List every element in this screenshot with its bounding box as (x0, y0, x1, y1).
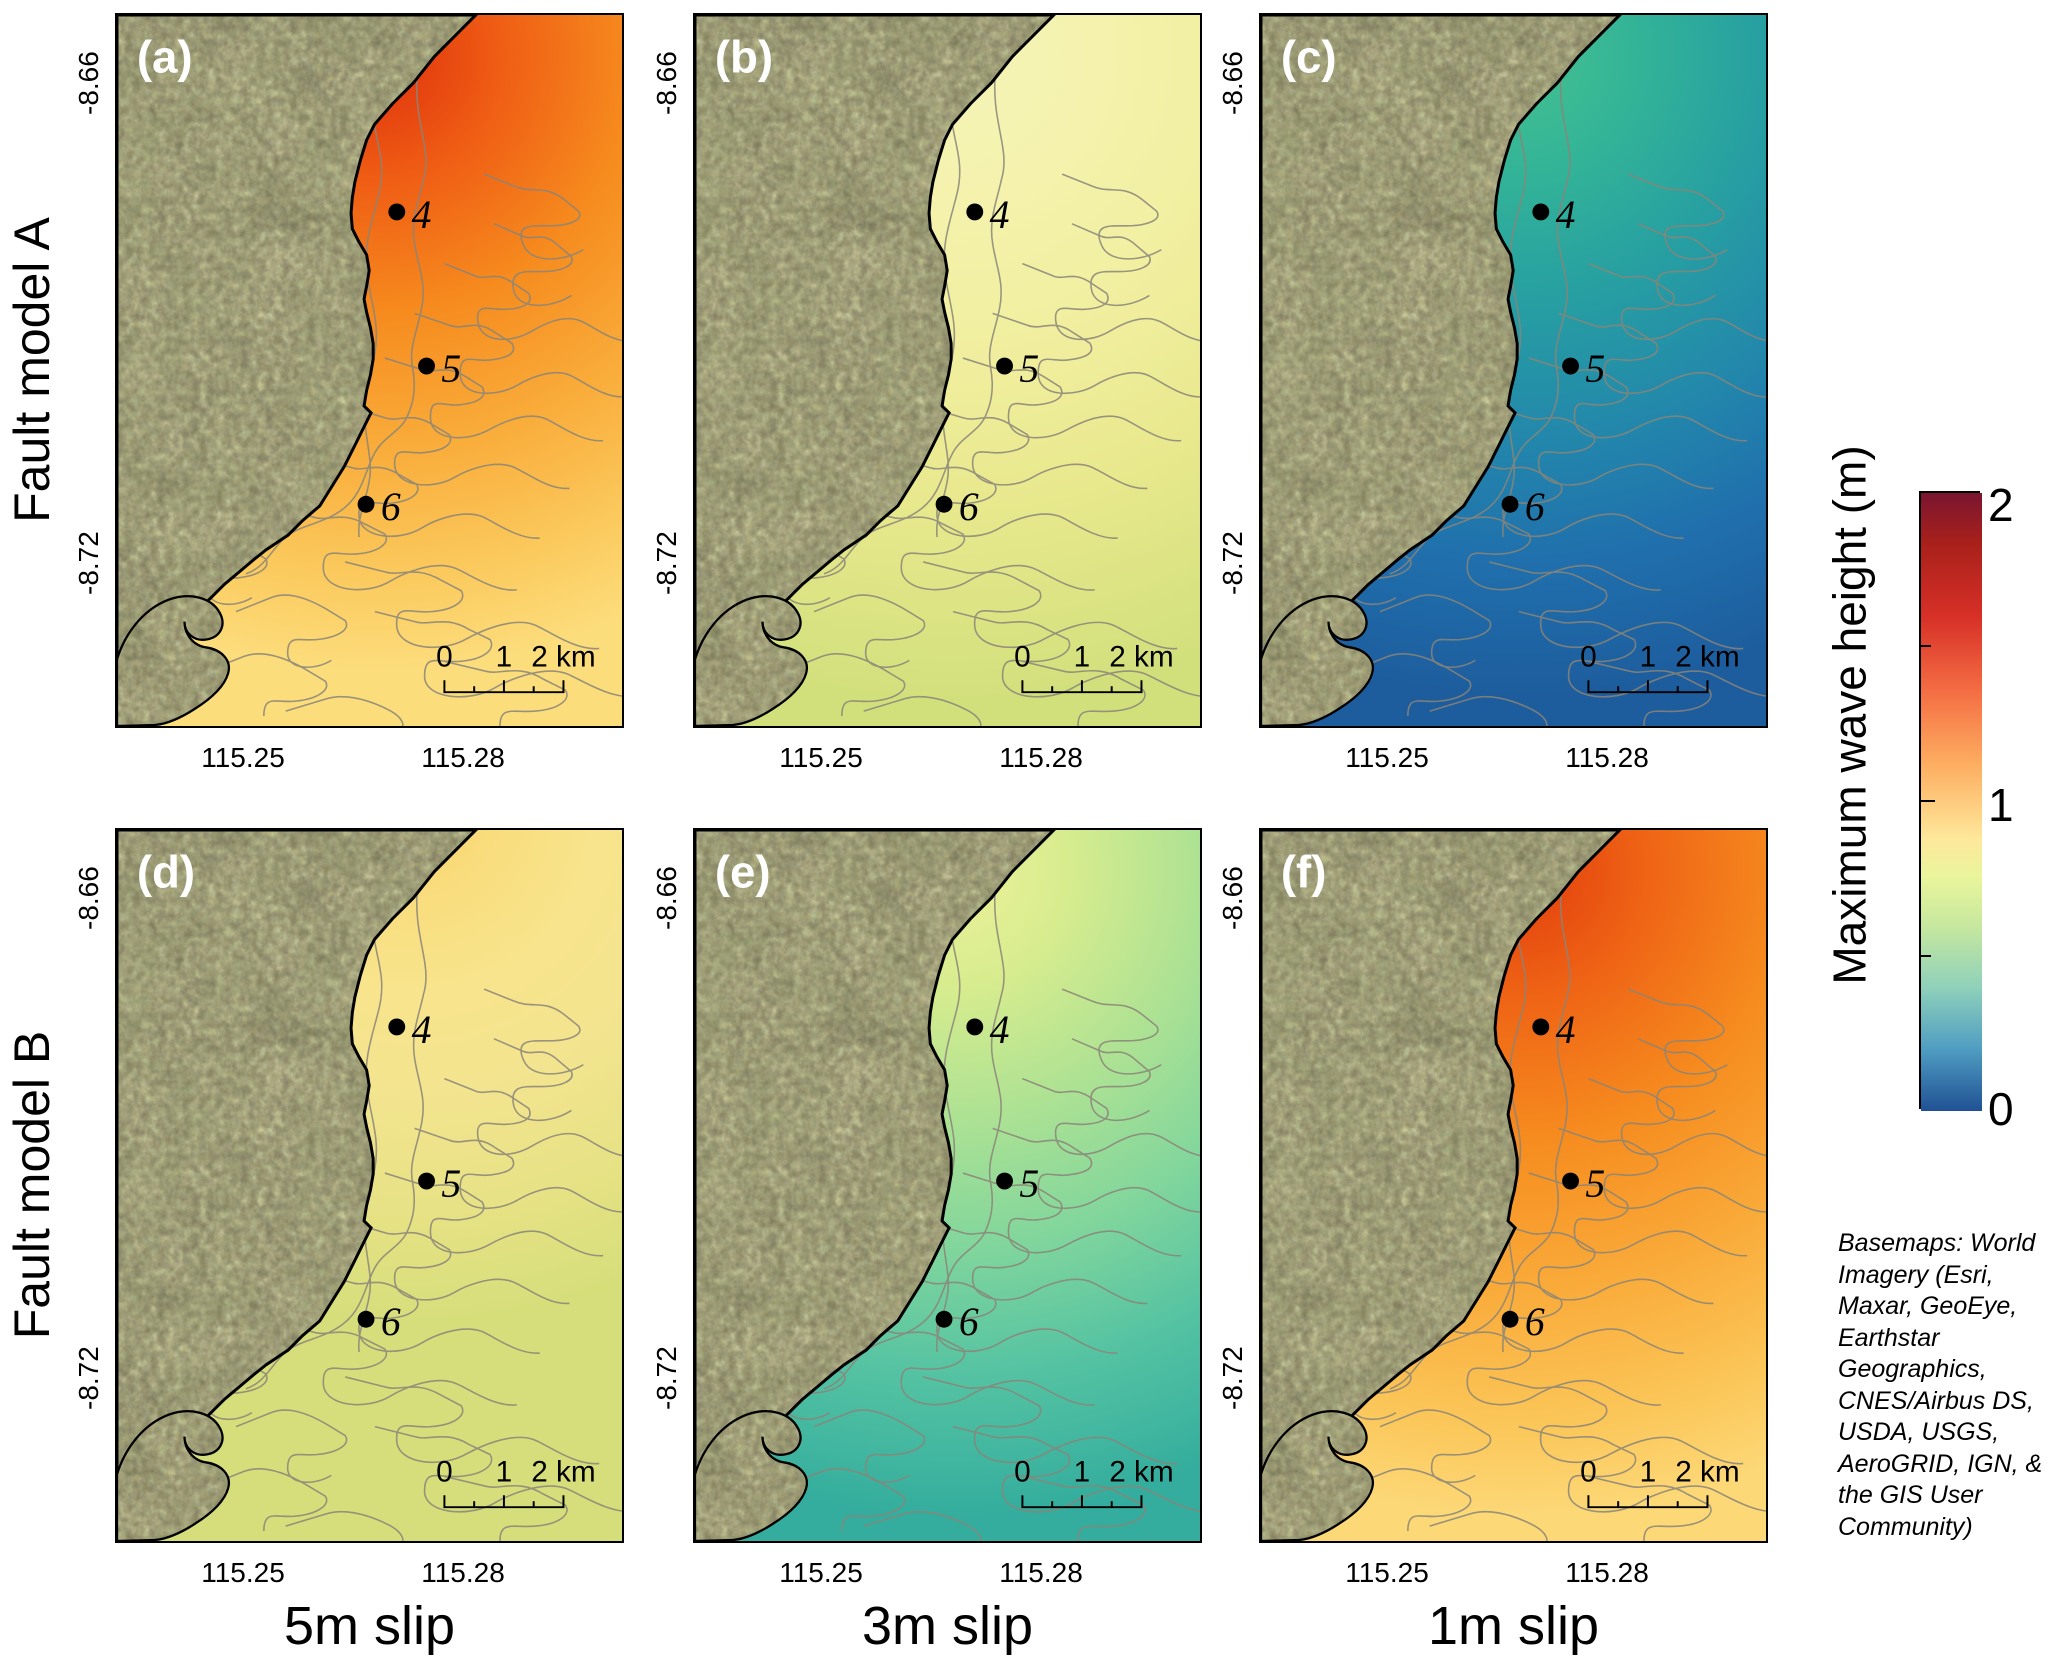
svg-text:1: 1 (1074, 640, 1091, 673)
svg-text:(a): (a) (137, 32, 193, 83)
svg-text:4: 4 (412, 1008, 432, 1052)
svg-text:2 km: 2 km (1675, 1455, 1739, 1488)
svg-text:0: 0 (1014, 640, 1031, 673)
svg-text:(b): (b) (715, 32, 773, 83)
svg-text:5: 5 (1019, 1162, 1039, 1206)
svg-text:4: 4 (1556, 1008, 1576, 1052)
svg-text:2 km: 2 km (1675, 640, 1739, 673)
svg-text:6: 6 (959, 485, 979, 529)
svg-text:0: 0 (1580, 1455, 1597, 1488)
svg-text:1: 1 (1640, 1455, 1657, 1488)
svg-text:(c): (c) (1281, 32, 1337, 83)
svg-text:4: 4 (412, 193, 432, 237)
svg-text:(e): (e) (715, 847, 771, 898)
svg-text:4: 4 (990, 193, 1010, 237)
svg-text:2 km: 2 km (531, 1455, 595, 1488)
svg-text:4: 4 (990, 1008, 1010, 1052)
svg-text:6: 6 (381, 1300, 401, 1344)
svg-text:4: 4 (1556, 193, 1576, 237)
svg-text:5: 5 (441, 1162, 461, 1206)
svg-text:5: 5 (441, 347, 461, 391)
svg-text:2 km: 2 km (1109, 1455, 1173, 1488)
svg-text:1: 1 (496, 1455, 513, 1488)
svg-text:0: 0 (1014, 1455, 1031, 1488)
svg-text:5: 5 (1585, 347, 1605, 391)
svg-text:5: 5 (1585, 1162, 1605, 1206)
svg-text:0: 0 (436, 640, 453, 673)
svg-text:6: 6 (959, 1300, 979, 1344)
svg-text:2 km: 2 km (1109, 640, 1173, 673)
svg-text:6: 6 (381, 485, 401, 529)
svg-text:0: 0 (1580, 640, 1597, 673)
svg-text:6: 6 (1525, 1300, 1545, 1344)
svg-text:5: 5 (1019, 347, 1039, 391)
svg-text:1: 1 (496, 640, 513, 673)
svg-text:0: 0 (436, 1455, 453, 1488)
svg-text:2 km: 2 km (531, 640, 595, 673)
svg-text:(f): (f) (1281, 847, 1327, 898)
svg-text:1: 1 (1640, 640, 1657, 673)
svg-text:(d): (d) (137, 847, 195, 898)
svg-text:1: 1 (1074, 1455, 1091, 1488)
svg-text:6: 6 (1525, 485, 1545, 529)
